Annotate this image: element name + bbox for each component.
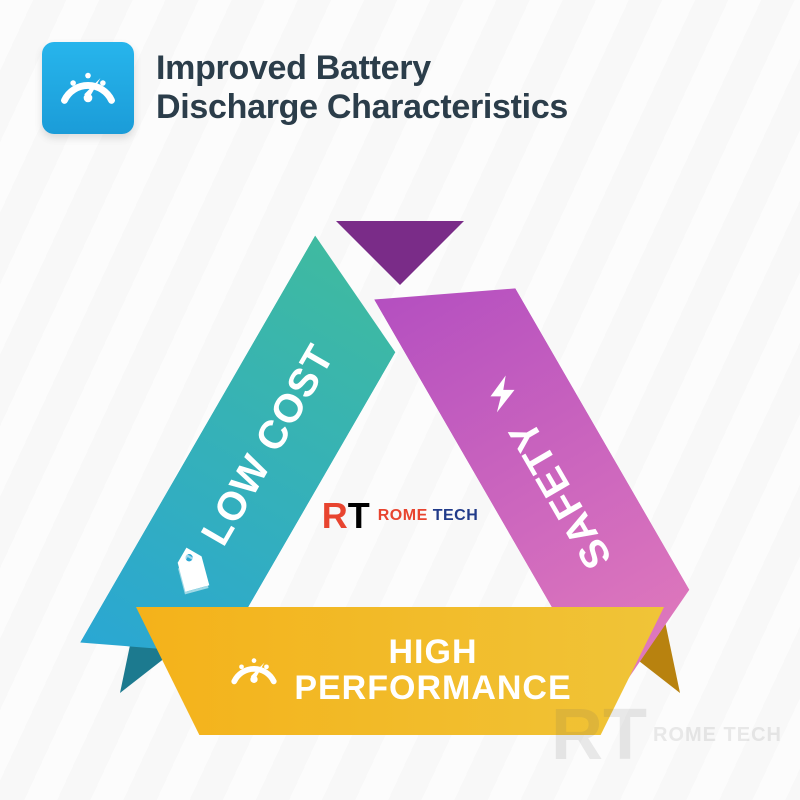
page-title: Improved Battery Discharge Characteristi… [156,49,568,127]
gauge-icon [57,57,119,119]
bolt-icon [483,374,523,414]
brand-watermark: RT ROME TECH [551,694,782,776]
brand-logo-center: RT ROME TECH [322,495,479,537]
title-line-1: Improved Battery [156,49,431,87]
title-line-2: Discharge Characteristics [156,88,568,126]
logo-text: ROME TECH [378,507,479,525]
header: Improved Battery Discharge Characteristi… [42,42,568,134]
watermark-text: ROME TECH [653,724,782,747]
watermark-mark: RT [551,694,647,776]
gauge-icon [228,645,280,697]
side-bottom-label: HIGH PERFORMANCE [294,635,571,706]
gauge-icon-badge [42,42,134,134]
triangle-diagram: LOW COST SAFETY HIGH PERFORMANCE RT ROME… [90,195,710,755]
tag-icon [162,542,225,605]
logo-mark: RT [322,495,370,537]
